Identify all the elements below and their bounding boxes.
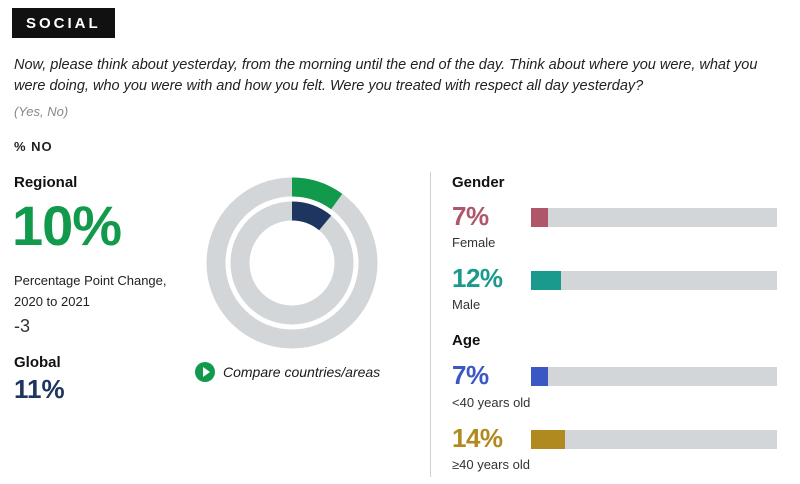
bar-value-female: 7%: [452, 201, 489, 231]
survey-question: Now, please think about yesterday, from …: [14, 57, 758, 94]
donut-arc-global: [230, 201, 354, 325]
change-value: -3: [14, 316, 31, 336]
global-value: 11%: [14, 374, 65, 404]
answer-options: (Yes, No): [14, 104, 69, 119]
bar-fill-under40: [531, 367, 549, 386]
bar-track-over40: [531, 430, 777, 449]
donut-arc-regional: [206, 177, 378, 349]
bar-fill-over40: [531, 430, 566, 449]
bar-track-female: [531, 208, 777, 227]
bar-value-male: 12%: [452, 263, 503, 293]
donut-chart: [206, 177, 378, 349]
bar-value-under40: 7%: [452, 360, 489, 390]
bar-track-male: [531, 271, 777, 290]
bar-label-under40: <40 years old: [452, 395, 531, 410]
metric-label: % NO: [14, 139, 53, 154]
compare-countries-link[interactable]: Compare countries/areas: [195, 362, 380, 382]
play-icon: [195, 362, 215, 382]
bar-track-under40: [531, 367, 777, 386]
compare-label: Compare countries/areas: [223, 364, 381, 380]
section-divider: [430, 172, 431, 477]
bar-fill-female: [531, 208, 549, 227]
bar-value-over40: 14%: [452, 423, 503, 453]
global-heading: Global: [14, 354, 61, 371]
age-heading: Age: [452, 332, 481, 349]
bar-label-male: Male: [452, 297, 481, 312]
regional-value: 10%: [12, 194, 122, 257]
change-label: Percentage Point Change, 2020 to 2021: [14, 273, 167, 309]
bar-label-female: Female: [452, 235, 496, 250]
regional-heading: Regional: [14, 174, 78, 191]
inner-track: [230, 201, 354, 325]
bar-label-over40: ≥40 years old: [452, 457, 530, 472]
category-tag: SOCIAL: [12, 8, 115, 38]
bar-fill-male: [531, 271, 561, 290]
gender-heading: Gender: [452, 174, 505, 191]
